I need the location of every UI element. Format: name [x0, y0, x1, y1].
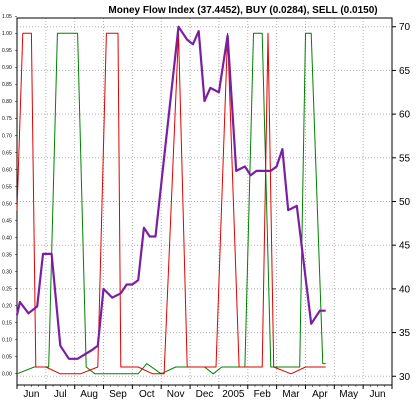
right-tick-label: 50	[399, 197, 411, 208]
x-tick-label: May	[339, 389, 358, 400]
series-lines	[15, 25, 326, 375]
left-tick-label: 0.75	[2, 116, 12, 122]
left-tick-label: 0.10	[2, 338, 12, 344]
left-tick-label: 0.20	[2, 303, 12, 309]
sell-line	[16, 32, 326, 375]
left-tick-label: 0.70	[2, 133, 12, 139]
right-tick-label: 65	[399, 66, 411, 77]
x-tick-label: Dec	[196, 389, 214, 400]
left-tick-label: 0.25	[2, 286, 12, 292]
left-tick-label: 0.85	[2, 82, 12, 88]
left-tick-label: 0.50	[2, 201, 12, 207]
right-tick-label: 40	[399, 284, 411, 295]
x-tick-label: Mar	[282, 389, 300, 400]
right-axis: 30 35 40 45 50 55 60 65 70	[392, 22, 411, 383]
right-tick-label: 30	[399, 372, 411, 383]
x-tick-label: Oct	[139, 389, 155, 400]
x-tick-label: Jun	[370, 389, 386, 400]
left-tick-label: 0.15	[2, 320, 12, 326]
right-tick-label: 70	[399, 22, 411, 33]
mfi-line	[15, 25, 326, 360]
x-axis: Jun Jul Aug Sep Oct Nov Dec 2005 Feb Mar Apr May Jun	[16, 385, 393, 400]
right-tick-label: 60	[399, 110, 411, 121]
grid-lines	[16, 18, 393, 385]
right-tick-label: 35	[399, 328, 411, 339]
left-tick-label: 0.90	[2, 65, 12, 71]
chart-title: Money Flow Index (37.4452), BUY (0.0284)…	[108, 5, 377, 16]
left-tick-label: 0.60	[2, 167, 12, 173]
left-axis: 0.00 0.05 0.10 0.15 0.20 0.25 0.30 0.35 0.40 0.45…	[2, 14, 17, 378]
left-tick-label: 0.05	[2, 355, 12, 361]
x-tick-label: Sep	[109, 389, 127, 400]
left-tick-label: 0.65	[2, 150, 12, 156]
left-tick-label: 1.00	[2, 31, 12, 37]
right-tick-label: 45	[399, 241, 411, 252]
x-tick-label: Jul	[54, 389, 67, 400]
x-tick-label: Apr	[312, 389, 328, 400]
left-tick-label: 0.95	[2, 48, 12, 54]
left-tick-label: 0.30	[2, 269, 12, 275]
x-tick-label: Feb	[254, 389, 272, 400]
left-tick-label: 0.40	[2, 235, 12, 241]
right-tick-label: 55	[399, 153, 411, 164]
left-tick-label: 0.55	[2, 184, 12, 190]
left-tick-label: 1.05	[2, 14, 12, 20]
x-tick-label: Nov	[167, 389, 185, 400]
x-tick-label: 2005	[222, 389, 245, 400]
left-tick-label: 0.45	[2, 218, 12, 224]
left-tick-label: 0.00	[2, 372, 12, 378]
left-tick-label: 0.80	[2, 99, 12, 105]
x-tick-label: Aug	[80, 389, 98, 400]
x-tick-label: Jun	[23, 389, 39, 400]
left-tick-label: 0.35	[2, 252, 12, 258]
